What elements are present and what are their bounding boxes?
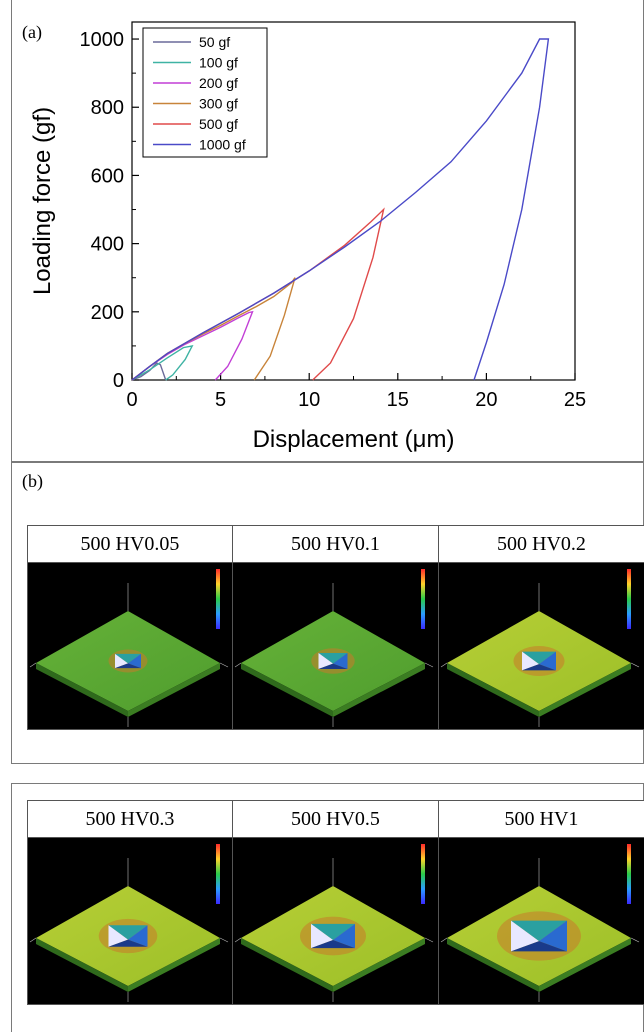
y-tick-label: 400 [91, 234, 124, 256]
surface-scan-svg [29, 844, 229, 1002]
micrograph-card: 500 HV0.2 [439, 525, 644, 730]
x-tick-label: 20 [475, 389, 497, 411]
micrograph-image [28, 563, 232, 729]
micrograph-row-2: 500 HV0.3 500 HV0.5 500 HV1 [27, 800, 644, 1005]
legend-label: 500 gf [199, 116, 238, 132]
micrograph-card: 500 HV0.05 [27, 525, 233, 730]
legend-box [142, 27, 268, 158]
color-scale-bar [421, 569, 425, 629]
indent-mark [98, 918, 158, 954]
micrograph-title: 500 HV0.1 [233, 526, 438, 563]
x-tick-label: 0 [126, 389, 137, 411]
series-line [131, 207, 385, 381]
x-tick-label: 10 [298, 389, 320, 411]
legend-label: 50 gf [199, 34, 230, 50]
color-scale-bar [627, 844, 631, 904]
y-tick-label: 200 [91, 302, 124, 324]
series-line [131, 344, 194, 381]
panel-a: (a) 0 5 10 15 20 25 0 200 400 600 800 1000 Displacem… [11, 0, 644, 462]
micrograph-title: 500 HV0.05 [28, 526, 232, 563]
micrograph-image [233, 563, 438, 729]
micrograph-image [439, 563, 644, 729]
micrograph-card: 500 HV0.3 [27, 800, 233, 1005]
legend-label: 200 gf [199, 75, 238, 91]
micrograph-title: 500 HV0.2 [439, 526, 644, 563]
y-tick-label: 0 [113, 370, 124, 392]
surface-scan-svg [234, 569, 434, 727]
surface-scan-svg [440, 844, 640, 1002]
surface-scan-svg [29, 569, 229, 727]
chart-series [131, 38, 550, 381]
micrograph-card: 500 HV0.5 [233, 800, 439, 1005]
indent-mark [513, 646, 565, 676]
chart-axes: 0 5 10 15 20 25 0 200 400 600 800 1000 Displacement … [29, 21, 586, 453]
y-tick-label: 800 [91, 97, 124, 119]
micrograph-row-1: 500 HV0.05 500 HV0.1 500 HV0.2 [27, 525, 644, 730]
indent-mark [497, 911, 581, 961]
legend-label: 100 gf [199, 55, 238, 71]
indent-mark [311, 648, 355, 674]
panel-b: (b) 500 HV0.05 500 HV0.1 500 HV0.2 [11, 462, 644, 764]
micrograph-card: 500 HV1 [439, 800, 644, 1005]
color-scale-bar [627, 569, 631, 629]
load-displacement-chart: 0 5 10 15 20 25 0 200 400 600 800 1000 Displacement … [29, 21, 586, 453]
x-axis-label: Displacement (μm) [253, 426, 455, 453]
panel-b-label: (b) [22, 471, 43, 491]
indent-mark [300, 916, 366, 956]
micrograph-image [28, 838, 232, 1004]
x-tick-label: 5 [215, 389, 226, 411]
series-line [131, 38, 550, 381]
y-tick-label: 1000 [80, 29, 125, 51]
micrograph-image [439, 838, 644, 1004]
x-tick-label: 25 [564, 389, 586, 411]
micrograph-card: 500 HV0.1 [233, 525, 439, 730]
legend-label: 1000 gf [199, 137, 246, 153]
y-axis-label: Loading force (gf) [29, 107, 56, 295]
micrograph-title: 500 HV0.5 [233, 801, 438, 838]
surface-scan-svg [234, 844, 434, 1002]
indent-mark [108, 649, 148, 673]
micrograph-title: 500 HV0.3 [28, 801, 232, 838]
panel-a-label: (a) [22, 22, 42, 42]
color-scale-bar [216, 569, 220, 629]
legend-label: 300 gf [199, 96, 238, 112]
panel-c: 500 HV0.3 500 HV0.5 500 HV1 [11, 783, 644, 1032]
x-tick-label: 15 [387, 389, 409, 411]
color-scale-bar [421, 844, 425, 904]
surface-scan-svg [440, 569, 640, 727]
y-tick-label: 600 [91, 165, 124, 187]
micrograph-title: 500 HV1 [439, 801, 644, 838]
color-scale-bar [216, 844, 220, 904]
micrograph-image [233, 838, 438, 1004]
chart-legend: 50 gf 100 gf 200 gf 300 gf 500 gf 1000 gf [142, 27, 268, 158]
